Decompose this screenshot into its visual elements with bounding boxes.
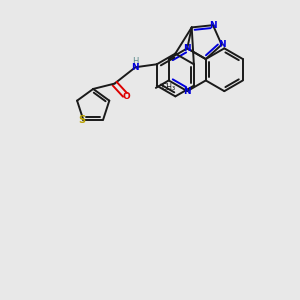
Text: CH₃: CH₃	[161, 83, 175, 92]
Text: N: N	[183, 87, 191, 96]
Text: N: N	[209, 21, 217, 30]
Text: N: N	[132, 63, 139, 72]
Text: O: O	[123, 92, 131, 101]
Text: N: N	[183, 44, 191, 53]
Text: S: S	[78, 115, 85, 124]
Text: N: N	[218, 40, 226, 49]
Text: H: H	[132, 57, 139, 66]
